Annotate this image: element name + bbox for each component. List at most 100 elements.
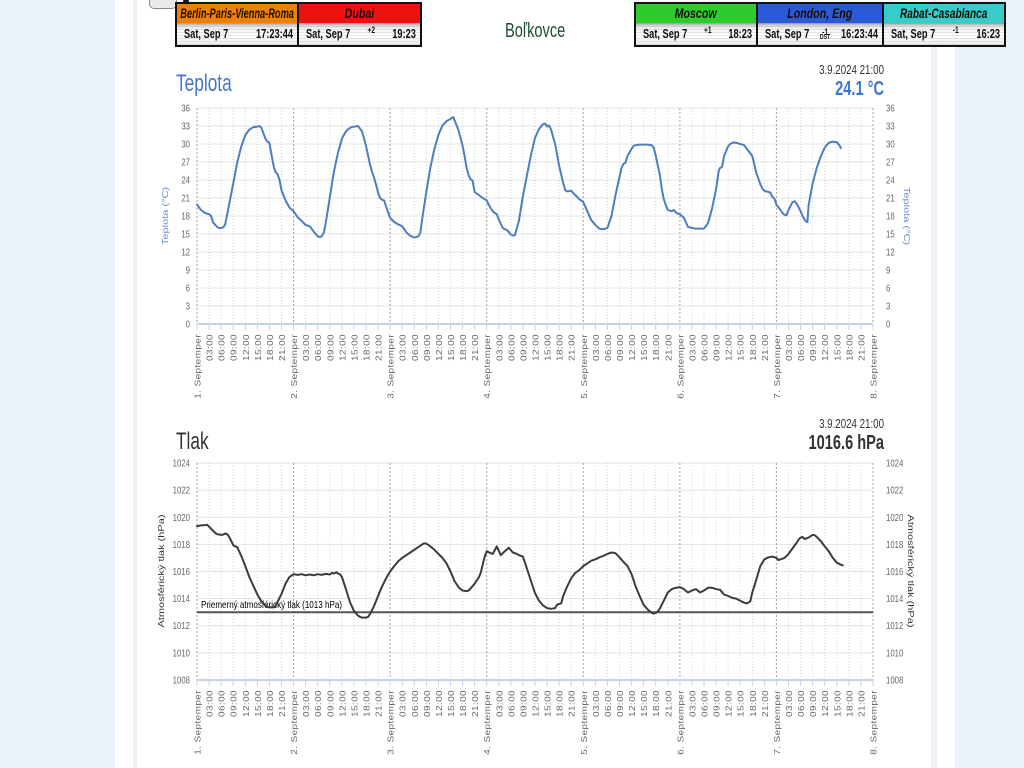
svg-text:24: 24	[886, 175, 895, 186]
svg-text:1008: 1008	[886, 675, 903, 686]
svg-text:Teplota (°C): Teplota (°C)	[161, 187, 171, 245]
svg-text:21:00: 21:00	[761, 334, 770, 361]
svg-text:06:00: 06:00	[507, 334, 516, 361]
svg-text:15:00: 15:00	[350, 690, 359, 717]
svg-text:24.1 °C: 24.1 °C	[835, 77, 884, 100]
svg-text:03:00: 03:00	[399, 334, 408, 361]
svg-text:21:00: 21:00	[761, 690, 770, 717]
svg-text:06:00: 06:00	[411, 334, 420, 361]
svg-text:Priemerný atmosférický tlak (1: Priemerný atmosférický tlak (1013 hPa)	[201, 599, 342, 611]
svg-text:12: 12	[886, 247, 895, 258]
svg-text:21:00: 21:00	[568, 690, 577, 717]
svg-text:12: 12	[181, 247, 190, 258]
svg-text:15: 15	[886, 229, 895, 240]
svg-text:0: 0	[886, 319, 890, 330]
svg-text:1020: 1020	[886, 512, 903, 523]
svg-text:21:00: 21:00	[664, 690, 673, 717]
svg-text:3: 3	[886, 301, 890, 312]
svg-text:2. Septemper: 2. Septemper	[290, 690, 299, 755]
svg-text:15:00: 15:00	[447, 334, 456, 361]
svg-text:3. Septemper: 3. Septemper	[387, 334, 396, 399]
svg-text:06:00: 06:00	[218, 334, 227, 361]
svg-text:12:00: 12:00	[435, 690, 444, 717]
svg-text:09:00: 09:00	[616, 334, 625, 361]
svg-text:Tlak: Tlak	[176, 428, 209, 454]
svg-text:18:00: 18:00	[749, 334, 758, 361]
svg-text:33: 33	[181, 121, 190, 132]
svg-text:12:00: 12:00	[242, 690, 251, 717]
svg-text:12:00: 12:00	[435, 334, 444, 361]
svg-text:18:00: 18:00	[749, 690, 758, 717]
svg-text:1012: 1012	[886, 620, 903, 631]
svg-text:21:00: 21:00	[375, 334, 384, 361]
svg-text:Teplota (°C): Teplota (°C)	[901, 187, 911, 245]
svg-text:Atmosférický tlak (hPa): Atmosférický tlak (hPa)	[157, 514, 167, 627]
svg-text:1012: 1012	[173, 620, 190, 631]
svg-text:3.9.2024 21:00: 3.9.2024 21:00	[819, 64, 884, 77]
svg-text:33: 33	[886, 121, 895, 132]
svg-text:03:00: 03:00	[785, 334, 794, 361]
svg-text:18:00: 18:00	[556, 334, 565, 361]
svg-text:09:00: 09:00	[423, 690, 432, 717]
svg-text:09:00: 09:00	[713, 690, 722, 717]
svg-text:1018: 1018	[886, 539, 903, 550]
svg-text:18:00: 18:00	[652, 690, 661, 717]
svg-text:36: 36	[181, 103, 190, 114]
svg-text:9: 9	[186, 265, 190, 276]
svg-text:1022: 1022	[173, 485, 190, 496]
svg-text:03:00: 03:00	[688, 334, 697, 361]
svg-text:15:00: 15:00	[737, 334, 746, 361]
svg-text:7. Septemper: 7. Septemper	[773, 690, 782, 755]
svg-text:Atmosférický tlak (hPa): Atmosférický tlak (hPa)	[905, 514, 915, 627]
svg-text:03:00: 03:00	[495, 690, 504, 717]
svg-text:5. Septemper: 5. Septemper	[580, 690, 589, 755]
svg-text:09:00: 09:00	[713, 334, 722, 361]
svg-text:03:00: 03:00	[592, 334, 601, 361]
svg-text:15:00: 15:00	[254, 690, 263, 717]
svg-text:21:00: 21:00	[471, 690, 480, 717]
svg-text:15:00: 15:00	[833, 334, 842, 361]
svg-text:06:00: 06:00	[700, 334, 709, 361]
svg-text:06:00: 06:00	[218, 690, 227, 717]
svg-text:5. Septemper: 5. Septemper	[580, 334, 589, 399]
svg-text:4. Septemper: 4. Septemper	[483, 690, 492, 755]
svg-text:3. Septemper: 3. Septemper	[387, 690, 396, 755]
svg-text:21:00: 21:00	[278, 334, 287, 361]
svg-text:18:00: 18:00	[652, 334, 661, 361]
svg-text:03:00: 03:00	[399, 690, 408, 717]
svg-text:30: 30	[886, 139, 895, 150]
svg-text:1022: 1022	[886, 485, 903, 496]
svg-text:12:00: 12:00	[531, 690, 540, 717]
svg-text:06:00: 06:00	[797, 690, 806, 717]
svg-text:03:00: 03:00	[688, 690, 697, 717]
svg-text:21:00: 21:00	[568, 334, 577, 361]
svg-text:18:00: 18:00	[459, 334, 468, 361]
svg-text:12:00: 12:00	[821, 690, 830, 717]
svg-text:1014: 1014	[886, 593, 903, 604]
svg-text:18:00: 18:00	[362, 690, 371, 717]
svg-text:15:00: 15:00	[737, 690, 746, 717]
svg-text:09:00: 09:00	[326, 334, 335, 361]
svg-text:6. Septemper: 6. Septemper	[676, 690, 685, 755]
svg-text:18:00: 18:00	[459, 690, 468, 717]
svg-text:1018: 1018	[173, 539, 190, 550]
svg-text:15:00: 15:00	[640, 334, 649, 361]
svg-text:12:00: 12:00	[338, 334, 347, 361]
svg-text:24: 24	[181, 175, 190, 186]
svg-text:30: 30	[181, 139, 190, 150]
svg-text:15:00: 15:00	[640, 690, 649, 717]
svg-text:12:00: 12:00	[531, 334, 540, 361]
svg-text:03:00: 03:00	[206, 690, 215, 717]
svg-text:1. Septemper: 1. Septemper	[193, 334, 202, 399]
svg-text:21: 21	[886, 193, 895, 204]
svg-text:6: 6	[186, 283, 190, 294]
svg-text:18: 18	[886, 211, 895, 222]
svg-text:8. Septemper: 8. Septemper	[869, 334, 878, 399]
svg-text:15: 15	[181, 229, 190, 240]
svg-text:03:00: 03:00	[302, 334, 311, 361]
svg-text:2. Septemper: 2. Septemper	[290, 334, 299, 399]
svg-text:09:00: 09:00	[809, 334, 818, 361]
svg-text:1008: 1008	[173, 675, 190, 686]
svg-text:21:00: 21:00	[375, 690, 384, 717]
svg-text:27: 27	[181, 157, 190, 168]
